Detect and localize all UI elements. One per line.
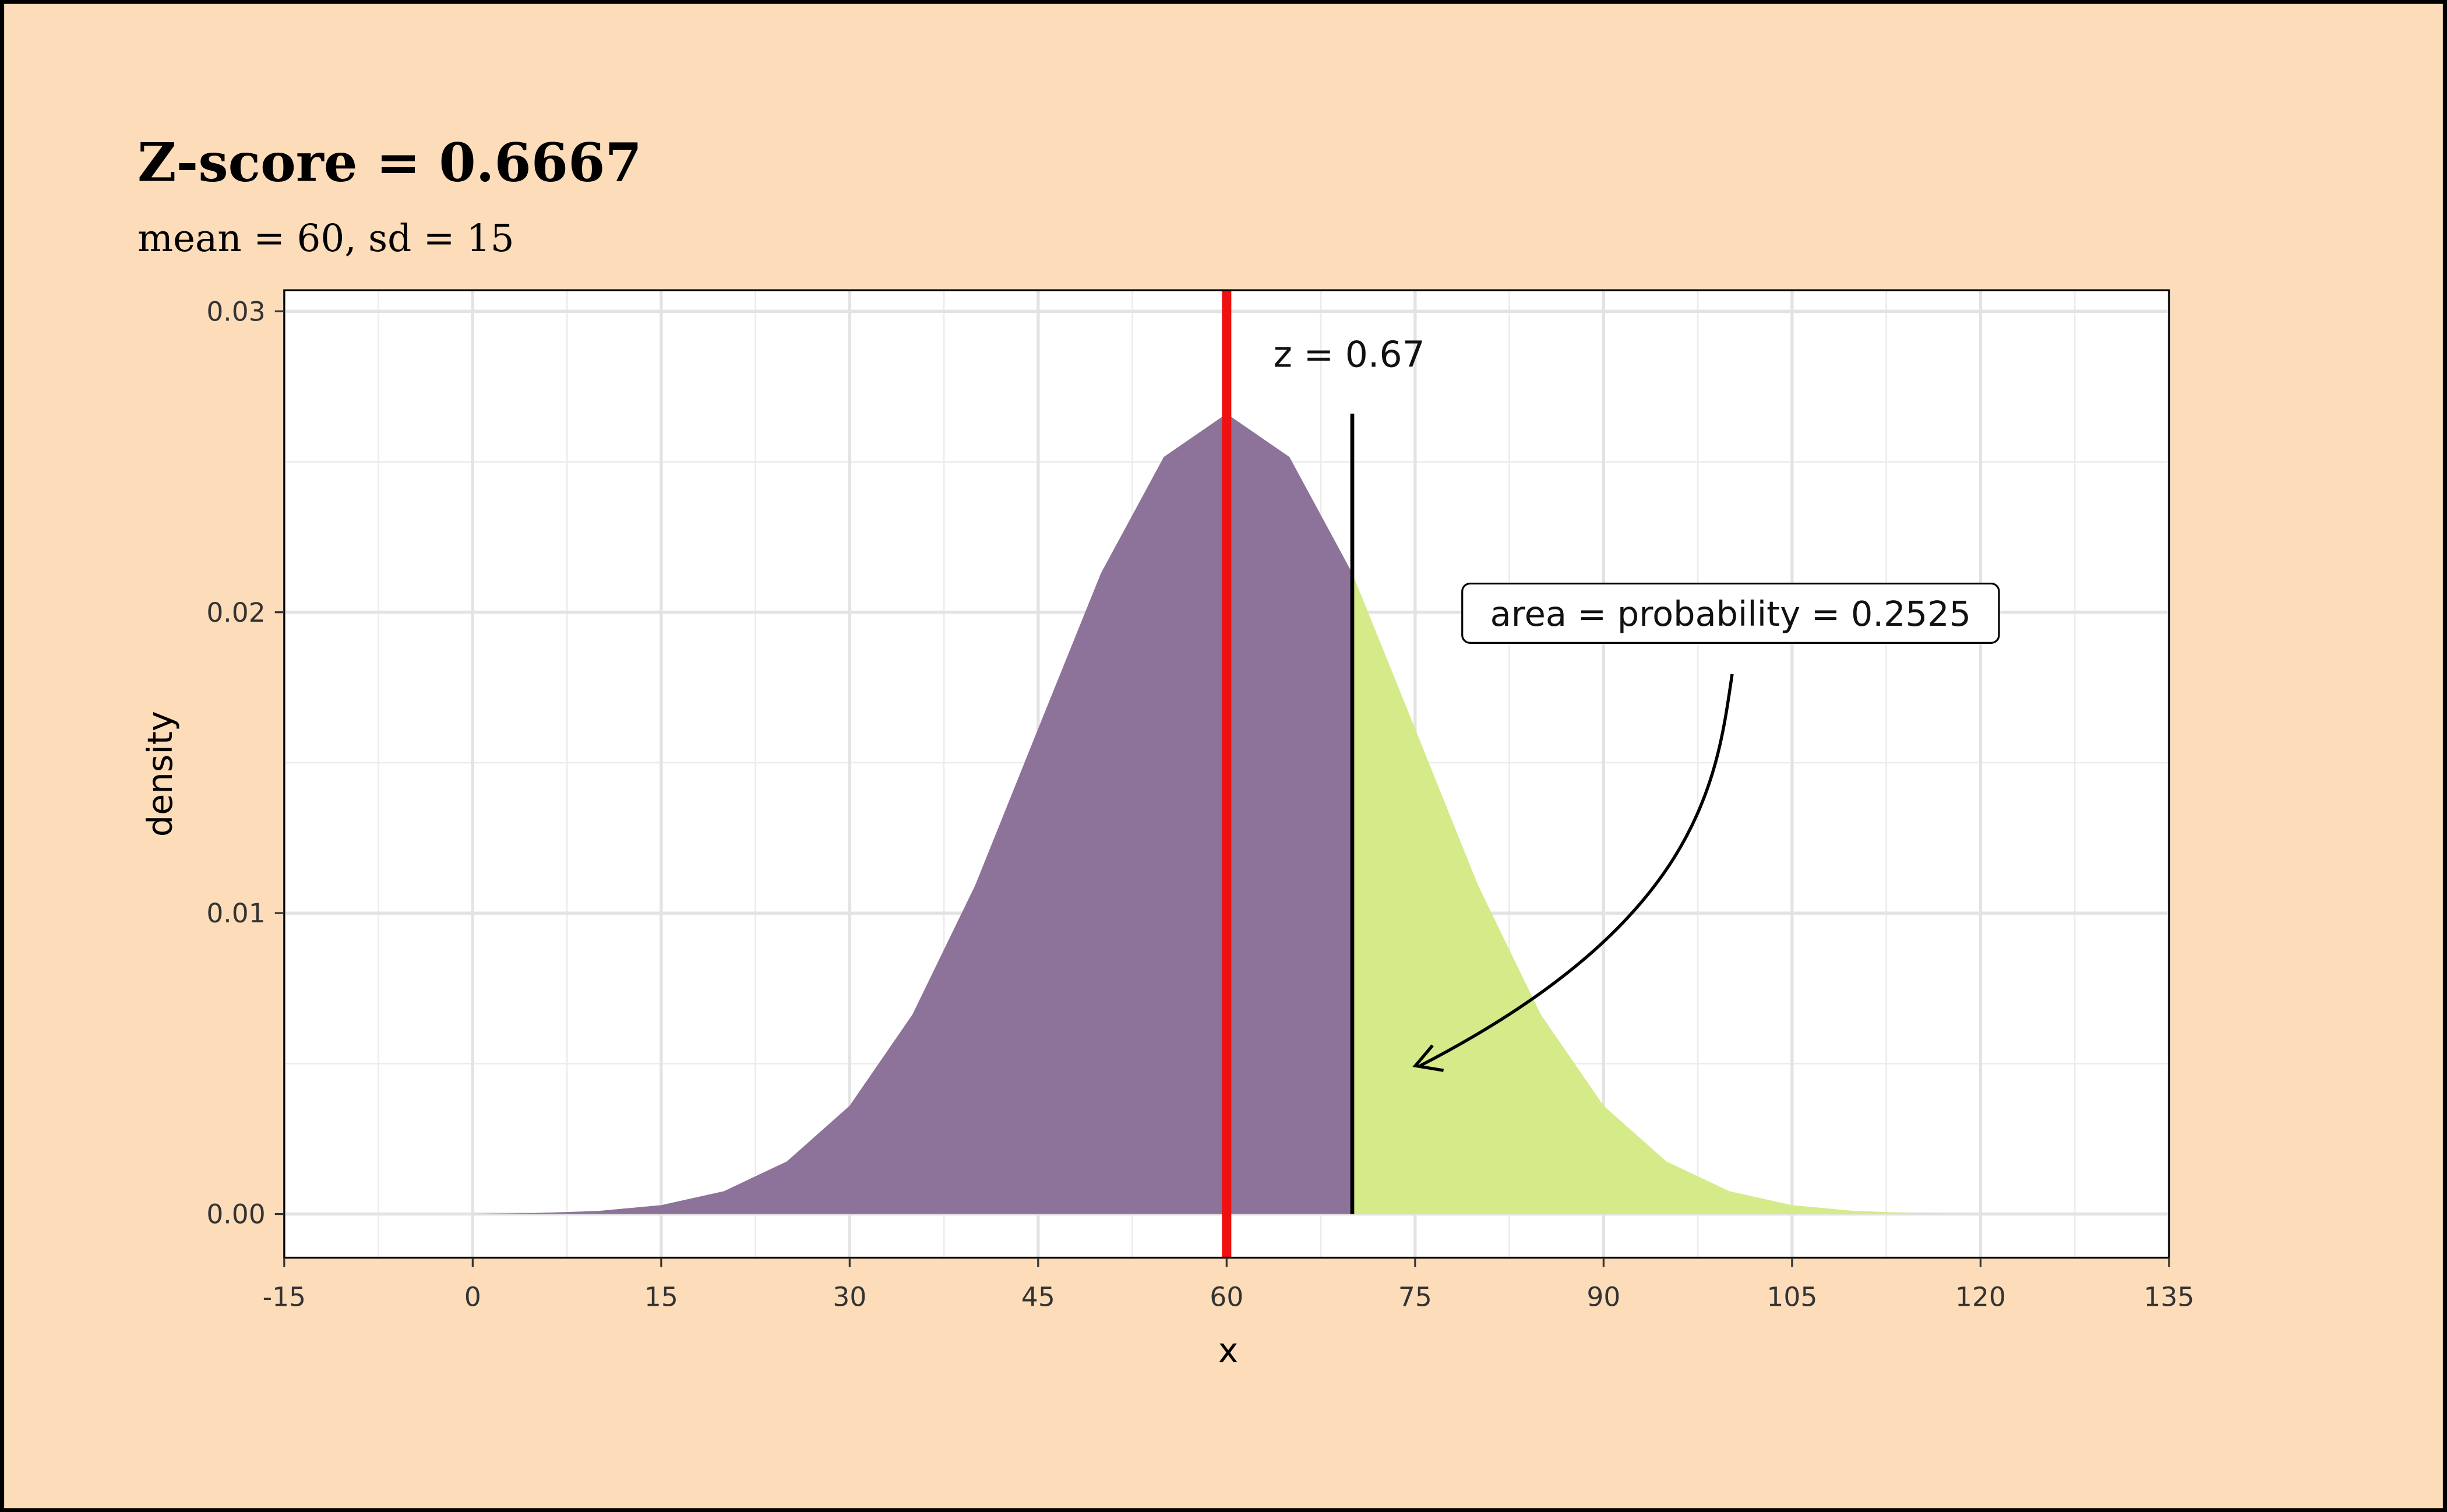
x-tick-label: 30 xyxy=(833,1282,866,1313)
x-tick-label: 45 xyxy=(1021,1282,1055,1313)
x-tick-label: 0 xyxy=(464,1282,481,1313)
annotation-box xyxy=(1461,582,2000,644)
x-tick-label: 60 xyxy=(1210,1282,1243,1313)
annotation-label: area = probability = 0.2525 xyxy=(1490,594,1971,634)
x-tick-label: 105 xyxy=(1767,1282,1817,1313)
axes: -15 0 15 30 45 60 75 90 105 120 135 0.00 0.01 0.02 0.0… xyxy=(206,296,2194,1312)
x-tick-label: -15 xyxy=(263,1282,306,1313)
y-axis-label: density xyxy=(140,711,180,837)
y-tick-label: 0.02 xyxy=(206,597,265,628)
x-axis-label: x xyxy=(1218,1330,1239,1370)
y-tick-label: 0.00 xyxy=(206,1199,265,1230)
x-tick-label: 15 xyxy=(644,1282,678,1313)
x-tick-label: 135 xyxy=(2143,1282,2194,1313)
x-tick-label: 120 xyxy=(1955,1282,2006,1313)
y-tick-label: 0.01 xyxy=(206,898,265,929)
z-label: z = 0.67 xyxy=(1274,333,1425,375)
x-tick-label: 75 xyxy=(1398,1282,1432,1313)
x-tick-label: 90 xyxy=(1586,1282,1620,1313)
density-area xyxy=(473,414,1353,1214)
marks: z = 0.67 area = probability = 0.2525 xyxy=(473,290,2000,1258)
density-area xyxy=(1352,573,1981,1214)
chart-subtitle: mean = 60, sd = 15 xyxy=(137,217,514,260)
y-tick-label: 0.03 xyxy=(206,296,265,327)
chart-title: Z-score = 0.6667 xyxy=(137,132,642,194)
arrow-head xyxy=(1412,1044,1444,1072)
annotation-arrow xyxy=(1419,674,1734,1067)
